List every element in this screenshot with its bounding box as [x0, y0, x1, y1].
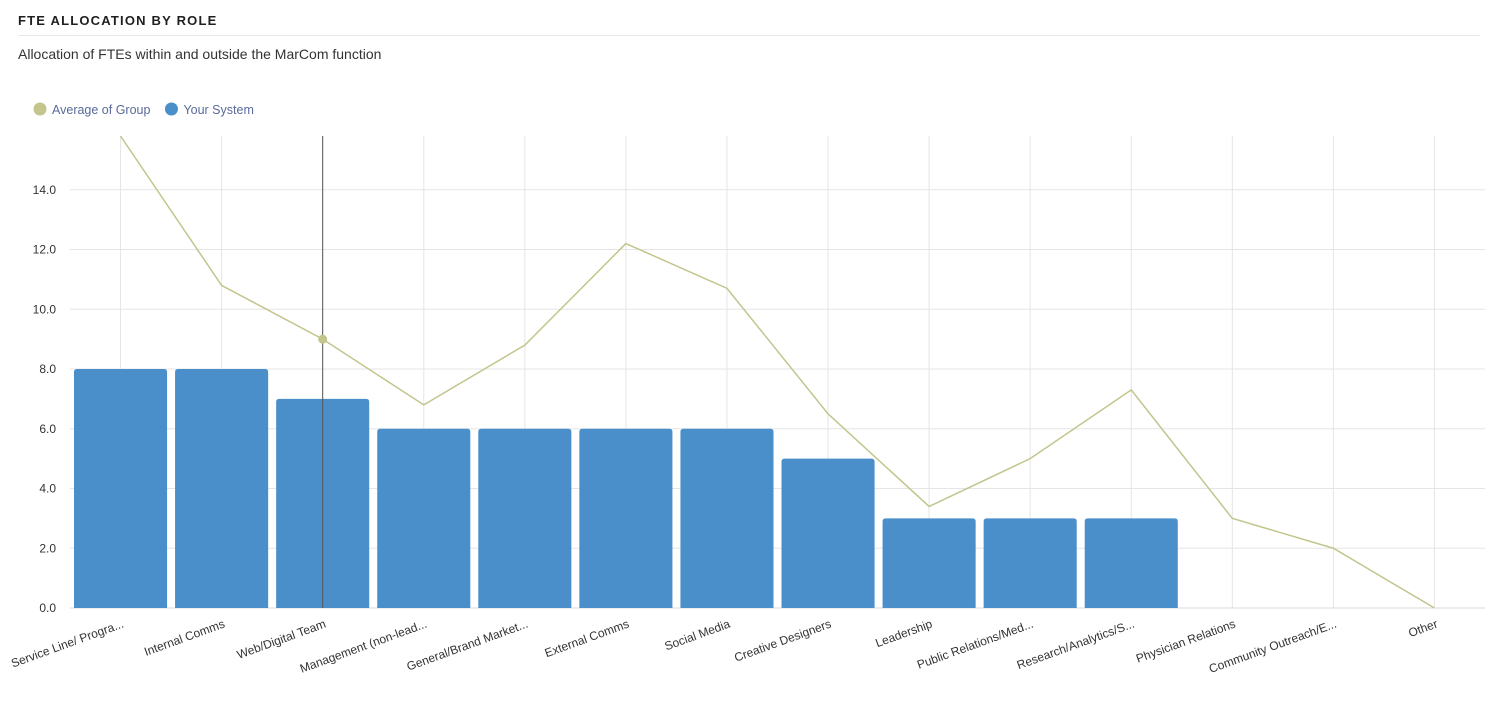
- x-tick-label: External Comms: [543, 617, 631, 660]
- y-tick-label: 14.0: [33, 183, 57, 197]
- y-tick-label: 8.0: [39, 362, 56, 376]
- x-tick-label: Other: [1406, 617, 1439, 640]
- y-tick-label: 2.0: [39, 541, 56, 555]
- bar-10[interactable]: [1084, 518, 1178, 608]
- bar-5[interactable]: [579, 428, 673, 608]
- x-tick-label: Service Line/ Progra...: [9, 617, 125, 671]
- x-tick-label: Social Media: [663, 617, 733, 654]
- bar-6[interactable]: [680, 428, 774, 608]
- average-line[interactable]: [119, 135, 1435, 609]
- x-tick-label: Web/Digital Team: [235, 617, 328, 662]
- bar-0[interactable]: [74, 369, 168, 608]
- chart-subtitle: Allocation of FTEs within and outside th…: [18, 46, 382, 62]
- bar-4[interactable]: [478, 428, 572, 608]
- legend-label-1[interactable]: Your System: [183, 103, 253, 117]
- bar-9[interactable]: [983, 518, 1077, 608]
- bar-3[interactable]: [377, 428, 471, 608]
- hover-point-marker[interactable]: [318, 334, 328, 344]
- y-tick-label: 0.0: [39, 601, 56, 615]
- chart-legend: Average of Group Your System: [33, 102, 254, 117]
- x-tick-label: Creative Designers: [732, 617, 833, 665]
- x-tick-label: Leadership: [874, 617, 935, 651]
- legend-marker-1: [164, 102, 178, 116]
- title-divider: [18, 35, 1480, 36]
- y-tick-label: 12.0: [33, 243, 57, 257]
- x-axis-labels: Service Line/ Progra... Internal Comms Web…: [9, 617, 1439, 676]
- x-tick-label: Internal Comms: [142, 617, 226, 659]
- legend-marker-0: [33, 102, 47, 116]
- y-axis-labels: 0.0 2.0 4.0 6.0 8.0 10.0 12.0 14.0: [33, 183, 57, 615]
- y-tick-label: 4.0: [39, 482, 56, 496]
- line-series-average-of-group[interactable]: [119, 135, 1435, 609]
- y-tick-label: 10.0: [33, 302, 57, 316]
- chart-title: FTE ALLOCATION BY ROLE: [18, 13, 218, 28]
- bar-1[interactable]: [175, 369, 269, 608]
- legend-label-0[interactable]: Average of Group: [52, 103, 150, 117]
- y-tick-label: 6.0: [39, 422, 56, 436]
- bar-8[interactable]: [882, 518, 976, 608]
- bar-7[interactable]: [781, 458, 875, 608]
